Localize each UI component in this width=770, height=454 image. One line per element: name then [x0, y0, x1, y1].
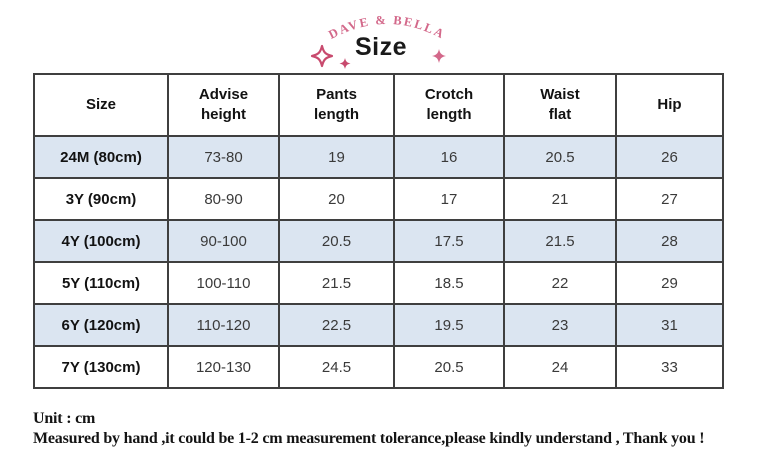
table-cell: 120-130	[167, 345, 280, 389]
size-label: 24M (80cm)	[33, 135, 169, 179]
table-cell: 20.5	[503, 135, 617, 179]
table-cell: 20.5	[278, 219, 395, 263]
table-cell: 21.5	[278, 261, 395, 305]
table-cell: 20.5	[393, 345, 505, 389]
table-row-24m: 24M (80cm) 73-80 19 16 20.5 26	[33, 135, 724, 179]
table-cell: 23	[503, 303, 617, 347]
table-row-7y: 7Y (130cm) 120-130 24.5 20.5 24 33	[33, 345, 724, 389]
footer-notes: Unit : cm Measured by hand ,it could be …	[33, 409, 763, 448]
sparkle-right-icon	[432, 49, 446, 63]
unit-note: Unit : cm	[33, 410, 96, 427]
table-cell: 31	[615, 303, 724, 347]
table-cell: 28	[615, 219, 724, 263]
column-header-waist-flat: Waist flat	[503, 73, 617, 137]
size-table: Size Advise height Pants length Crotch l…	[33, 73, 724, 389]
sparkle-outline-icon	[310, 44, 334, 68]
table-cell: 110-120	[167, 303, 280, 347]
table-cell: 19.5	[393, 303, 505, 347]
column-header-hip: Hip	[615, 73, 724, 137]
table-cell: 24	[503, 345, 617, 389]
size-label: 7Y (130cm)	[33, 345, 169, 389]
table-cell: 73-80	[167, 135, 280, 179]
table-row-5y: 5Y (110cm) 100-110 21.5 18.5 22 29	[33, 261, 724, 305]
page-title: Size	[354, 33, 408, 61]
sparkle-filled-icon	[339, 58, 351, 69]
size-label: 3Y (90cm)	[33, 177, 169, 221]
table-row-4y: 4Y (100cm) 90-100 20.5 17.5 21.5 28	[33, 219, 724, 263]
table-cell: 17.5	[393, 219, 505, 263]
table-row-3y: 3Y (90cm) 80-90 20 17 21 27	[33, 177, 724, 221]
table-cell: 24.5	[278, 345, 395, 389]
size-label: 5Y (110cm)	[33, 261, 169, 305]
column-header-crotch-length: Crotch length	[393, 73, 505, 137]
sparkle-filled-icon	[432, 49, 446, 63]
sparkle-left-icon	[310, 44, 351, 69]
table-cell: 18.5	[393, 261, 505, 305]
table-cell: 16	[393, 135, 505, 179]
table-cell: 22	[503, 261, 617, 305]
table-cell: 21.5	[503, 219, 617, 263]
table-cell: 29	[615, 261, 724, 305]
size-label: 4Y (100cm)	[33, 219, 169, 263]
table-cell: 22.5	[278, 303, 395, 347]
table-cell: 19	[278, 135, 395, 179]
table-cell: 20	[278, 177, 395, 221]
column-header-pants-length: Pants length	[278, 73, 395, 137]
table-cell: 26	[615, 135, 724, 179]
table-header-row: Size Advise height Pants length Crotch l…	[33, 73, 724, 137]
tolerance-note: Measured by hand ,it could be 1-2 cm mea…	[33, 429, 705, 447]
column-header-advise-height: Advise height	[167, 73, 280, 137]
table-cell: 90-100	[167, 219, 280, 263]
table-cell: 17	[393, 177, 505, 221]
table-cell: 33	[615, 345, 724, 389]
table-row-6y: 6Y (120cm) 110-120 22.5 19.5 23 31	[33, 303, 724, 347]
table-cell: 100-110	[167, 261, 280, 305]
brand-arc-text: DAVE & BELLA	[326, 13, 446, 42]
column-header-size: Size	[33, 73, 169, 137]
size-label: 6Y (120cm)	[33, 303, 169, 347]
table-cell: 21	[503, 177, 617, 221]
table-cell: 80-90	[167, 177, 280, 221]
table-cell: 27	[615, 177, 724, 221]
